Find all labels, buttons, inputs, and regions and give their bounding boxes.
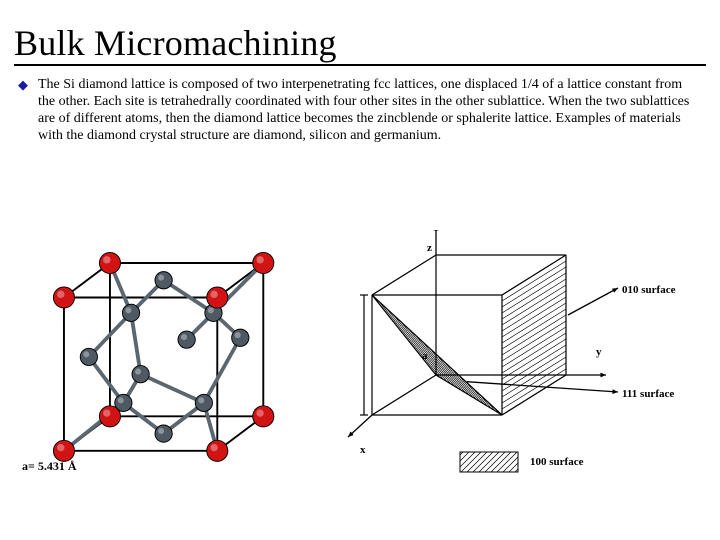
body-region: ◆ The Si diamond lattice is composed of … bbox=[0, 68, 720, 144]
axis-y-label: y bbox=[596, 346, 602, 358]
diamond-lattice-svg bbox=[20, 240, 290, 470]
crystal-planes-figure: 010 surface 111 surface 100 surface z y … bbox=[300, 230, 700, 490]
label-010-surface: 010 surface bbox=[622, 284, 675, 296]
axis-z-label: z bbox=[427, 242, 432, 254]
label-111-surface: 111 surface bbox=[622, 388, 674, 400]
axis-a-label: a bbox=[422, 350, 428, 362]
title-region: Bulk Micromachining bbox=[0, 0, 720, 68]
diamond-lattice-figure: a= 5.431 Å bbox=[20, 240, 290, 480]
axis-x-label: x bbox=[360, 444, 366, 456]
page-title: Bulk Micromachining bbox=[14, 22, 706, 64]
label-100-surface: 100 surface bbox=[530, 456, 583, 468]
bullet-icon: ◆ bbox=[18, 78, 28, 91]
figures-row: a= 5.431 Å 010 surface 111 surface 100 s… bbox=[0, 230, 720, 510]
lattice-constant-label: a= 5.431 Å bbox=[22, 459, 77, 474]
title-underline bbox=[14, 64, 706, 66]
body-paragraph: The Si diamond lattice is composed of tw… bbox=[38, 76, 698, 144]
